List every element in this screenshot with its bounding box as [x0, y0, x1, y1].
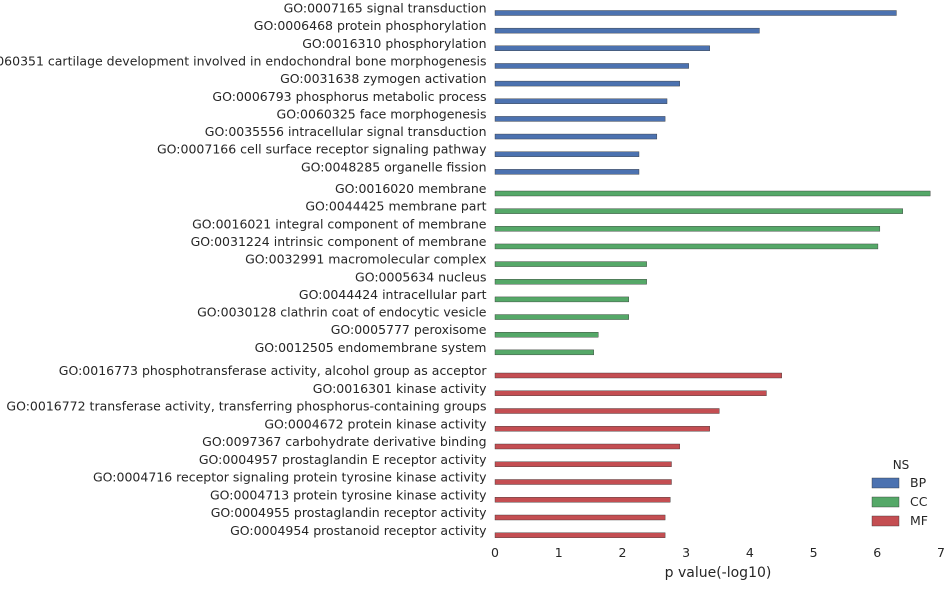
legend-label-mf: MF: [910, 513, 928, 528]
bar-bp: [494, 133, 658, 140]
bar-cc: [494, 314, 630, 320]
bar-mf: [494, 372, 782, 379]
legend-swatch-cc: [871, 496, 900, 508]
legend-label-bp: BP: [910, 475, 927, 490]
bar-cc: [494, 279, 647, 285]
legend: NS BP CC MF: [871, 458, 928, 528]
bar-cc: [494, 243, 879, 250]
y-tick-label: GO:0060351 cartilage development involve…: [0, 53, 487, 68]
x-tick-label: 2: [618, 545, 626, 560]
y-tick-label: GO:0006468 protein phosphorylation: [254, 18, 487, 33]
y-tick-label: GO:0004716 receptor signaling protein ty…: [93, 470, 487, 485]
y-tick-label: GO:0048285 organelle fission: [301, 159, 487, 174]
bar-mf: [494, 532, 666, 538]
legend-label-cc: CC: [910, 494, 928, 509]
x-ticks: 0 1 2 3 4 5 6 7: [491, 545, 945, 560]
y-tick-label: GO:0044425 membrane part: [305, 199, 486, 214]
y-tick-label: GO:0016310 phosphorylation: [302, 36, 486, 51]
y-tick-label: GO:0097367 carbohydrate derivative bindi…: [202, 434, 486, 449]
y-tick-label: GO:0016772 transferase activity, transfe…: [6, 399, 486, 414]
bar-cc: [494, 226, 881, 232]
bar-bp: [494, 45, 710, 51]
bar-bp: [494, 151, 640, 157]
bar-mf: [494, 479, 672, 485]
bar-bp: [494, 80, 680, 87]
x-tick-label: 6: [873, 545, 881, 560]
bar-cc: [494, 296, 630, 303]
y-tick-label: GO:0005777 peroxisome: [331, 322, 487, 337]
legend-swatch-mf: [871, 515, 900, 527]
y-tick-label: GO:0007166 cell surface receptor signali…: [157, 142, 487, 157]
x-tick-label: 4: [746, 545, 754, 560]
legend-swatch-bp: [871, 477, 900, 489]
y-tick-label: GO:0030128 clathrin coat of endocytic ve…: [197, 305, 487, 320]
y-tick-label: GO:0031638 zymogen activation: [280, 71, 486, 86]
y-tick-label: GO:0012505 endomembrane system: [255, 340, 487, 355]
bars-group: [494, 10, 931, 538]
y-tick-labels: GO:0007165 signal transduction GO:0006468…: [0, 1, 487, 538]
y-tick-label: GO:0016020 membrane: [335, 181, 487, 196]
bar-cc: [494, 190, 931, 197]
legend-title: NS: [893, 458, 910, 472]
bar-mf: [494, 408, 720, 414]
x-tick-label: 0: [491, 545, 499, 560]
x-tick-label: 3: [682, 545, 690, 560]
bar-mf: [494, 443, 680, 450]
y-tick-label: GO:0044424 intracellular part: [299, 287, 487, 302]
x-tick-label: 7: [937, 545, 945, 560]
y-tick-label: GO:0032991 macromolecular complex: [245, 252, 486, 267]
x-axis-label: p value(-log10): [665, 565, 772, 581]
bar-bp: [494, 63, 689, 69]
y-tick-label: GO:0006793 phosphorus metabolic process: [212, 89, 486, 104]
bar-mf: [494, 497, 671, 503]
bar-bp: [494, 10, 897, 16]
y-tick-label: GO:0005634 nucleus: [355, 269, 486, 284]
y-tick-label: GO:0004713 protein tyrosine kinase activ…: [210, 487, 487, 502]
bar-bp: [494, 27, 760, 34]
bar-bp: [494, 169, 640, 175]
x-tick-label: 1: [555, 545, 563, 560]
x-tick-label: 5: [810, 545, 818, 560]
y-tick-label: GO:0016301 kinase activity: [313, 381, 487, 396]
bar-cc: [494, 349, 594, 356]
y-tick-label: GO:0004957 prostaglandin E receptor acti…: [199, 452, 487, 467]
y-tick-label: GO:0004955 prostaglandin receptor activi…: [211, 505, 487, 520]
y-tick-label: GO:0007165 signal transduction: [284, 1, 487, 16]
bar-bp: [494, 116, 666, 122]
bar-mf: [494, 426, 710, 432]
bar-mf: [494, 390, 767, 396]
y-tick-label: GO:0004672 protein kinase activity: [264, 416, 487, 431]
y-tick-label: GO:0016021 integral component of membran…: [192, 216, 487, 231]
bar-cc: [494, 208, 903, 214]
bar-mf: [494, 514, 666, 521]
bar-mf: [494, 461, 672, 467]
y-tick-label: GO:0060325 face morphogenesis: [277, 106, 487, 121]
y-tick-label: GO:0016773 phosphotransferase activity, …: [59, 363, 488, 378]
bar-cc: [494, 261, 647, 267]
y-tick-label: GO:0004954 prostanoid receptor activity: [230, 523, 487, 538]
y-tick-label: GO:0031224 intrinsic component of membra…: [191, 234, 487, 249]
bar-bp: [494, 98, 668, 104]
bar-cc: [494, 332, 599, 338]
y-tick-label: GO:0035556 intracellular signal transduc…: [205, 124, 487, 139]
